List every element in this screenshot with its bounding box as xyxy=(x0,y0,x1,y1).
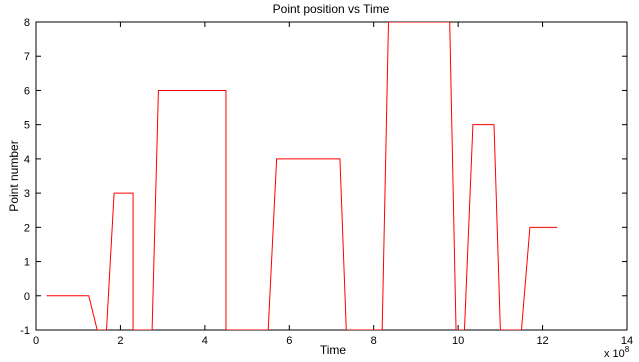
chart-title: Point position vs Time xyxy=(273,2,390,16)
x-tick-label: 14 xyxy=(621,335,633,347)
y-tick-label: 5 xyxy=(24,120,30,132)
x-tick-label: 4 xyxy=(202,335,208,347)
plot-area xyxy=(35,21,628,331)
x-tick-label: 10 xyxy=(452,335,464,347)
x-axis-exponent: x 108 xyxy=(604,345,630,360)
x-tick-label: 6 xyxy=(286,335,292,347)
y-axis-label: Point number xyxy=(7,140,21,211)
x-axis-exponent-base: x 10 xyxy=(604,348,625,360)
y-tick-label: 6 xyxy=(24,85,30,97)
x-tick-label: 2 xyxy=(117,335,123,347)
y-tick-label: 8 xyxy=(24,17,30,29)
y-tick-label: -1 xyxy=(20,325,30,337)
y-axis-ticks: -1 0 1 2 3 4 5 6 7 8 xyxy=(20,17,627,337)
x-axis-ticks: 0 2 4 6 8 10 12 14 xyxy=(33,22,633,347)
plot-clip-group xyxy=(46,22,558,330)
x-tick-label: 12 xyxy=(536,335,548,347)
y-tick-label: 1 xyxy=(24,257,30,269)
x-axis-exponent-power: 8 xyxy=(625,345,630,354)
y-tick-label: 7 xyxy=(24,51,30,63)
x-tick-label: 0 xyxy=(33,335,39,347)
x-axis-label: Time xyxy=(320,343,347,357)
y-tick-label: 3 xyxy=(24,188,30,200)
y-tick-label: 0 xyxy=(24,291,30,303)
series-layer xyxy=(46,22,558,330)
y-tick-label: 2 xyxy=(24,222,30,234)
y-tick-label: 4 xyxy=(24,154,30,166)
x-tick-label: 8 xyxy=(371,335,377,347)
series-line xyxy=(46,22,558,330)
